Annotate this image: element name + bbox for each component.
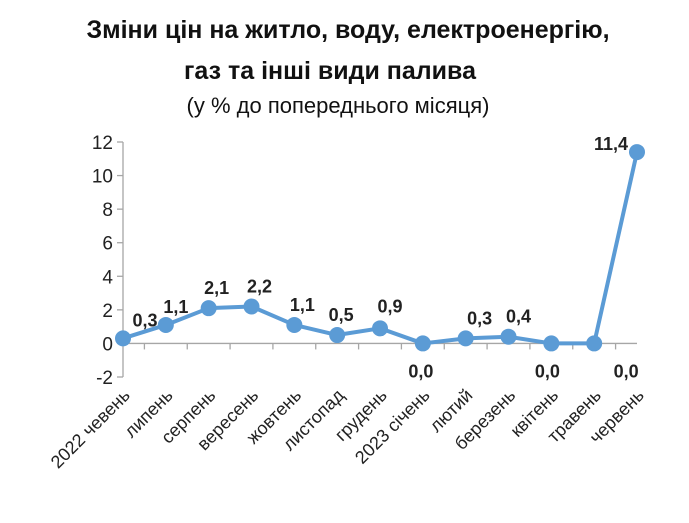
data-point xyxy=(329,327,346,344)
data-label: 2,1 xyxy=(204,278,229,298)
data-label: 0,0 xyxy=(408,361,433,381)
data-point xyxy=(543,335,560,352)
data-label: 11,4 xyxy=(594,134,628,154)
data-point xyxy=(629,144,645,161)
y-tick-label: 8 xyxy=(102,200,113,221)
y-tick-label: 4 xyxy=(102,267,113,288)
data-label: 0,0 xyxy=(535,361,560,381)
data-point xyxy=(115,330,131,347)
chart-title-line-2: газ та інші види палива xyxy=(184,57,477,85)
data-point xyxy=(500,328,517,345)
data-label: 0,4 xyxy=(506,307,531,327)
y-tick-label: 2 xyxy=(102,301,113,322)
data-point xyxy=(586,335,603,352)
chart-title-line-1: Зміни цін на житло, воду, електроенергію… xyxy=(86,16,609,44)
data-point xyxy=(200,300,217,317)
data-point xyxy=(157,316,174,333)
data-point xyxy=(457,330,474,347)
data-point xyxy=(372,320,388,337)
y-tick-label: -2 xyxy=(96,368,113,389)
data-label: 0,5 xyxy=(329,305,354,325)
data-point xyxy=(243,298,260,315)
data-point xyxy=(286,316,303,333)
data-label: 1,1 xyxy=(163,297,188,317)
data-label: 0,0 xyxy=(614,361,639,381)
y-tick-label: 6 xyxy=(102,234,113,255)
series-line xyxy=(115,144,645,352)
data-point xyxy=(414,335,431,352)
y-tick-label: 12 xyxy=(92,133,113,154)
data-label: 1,1 xyxy=(290,295,315,315)
data-labels: 0,3 1,1 2,1 2,2 1,1 0,5 0,9 0,0 0,3 0,4 0,0 0,0 11,4 xyxy=(132,134,638,381)
y-axis-ticks: -2 0 2 4 6 8 10 12 xyxy=(92,133,123,389)
y-tick-label: 0 xyxy=(102,334,113,355)
data-label: 0,3 xyxy=(467,308,492,328)
data-label: 0,3 xyxy=(132,310,157,330)
y-tick-label: 10 xyxy=(92,167,113,188)
chart-subtitle: (у % до попереднього місяця) xyxy=(187,93,490,118)
data-label: 2,2 xyxy=(247,277,272,297)
data-label: 0,9 xyxy=(377,296,402,316)
